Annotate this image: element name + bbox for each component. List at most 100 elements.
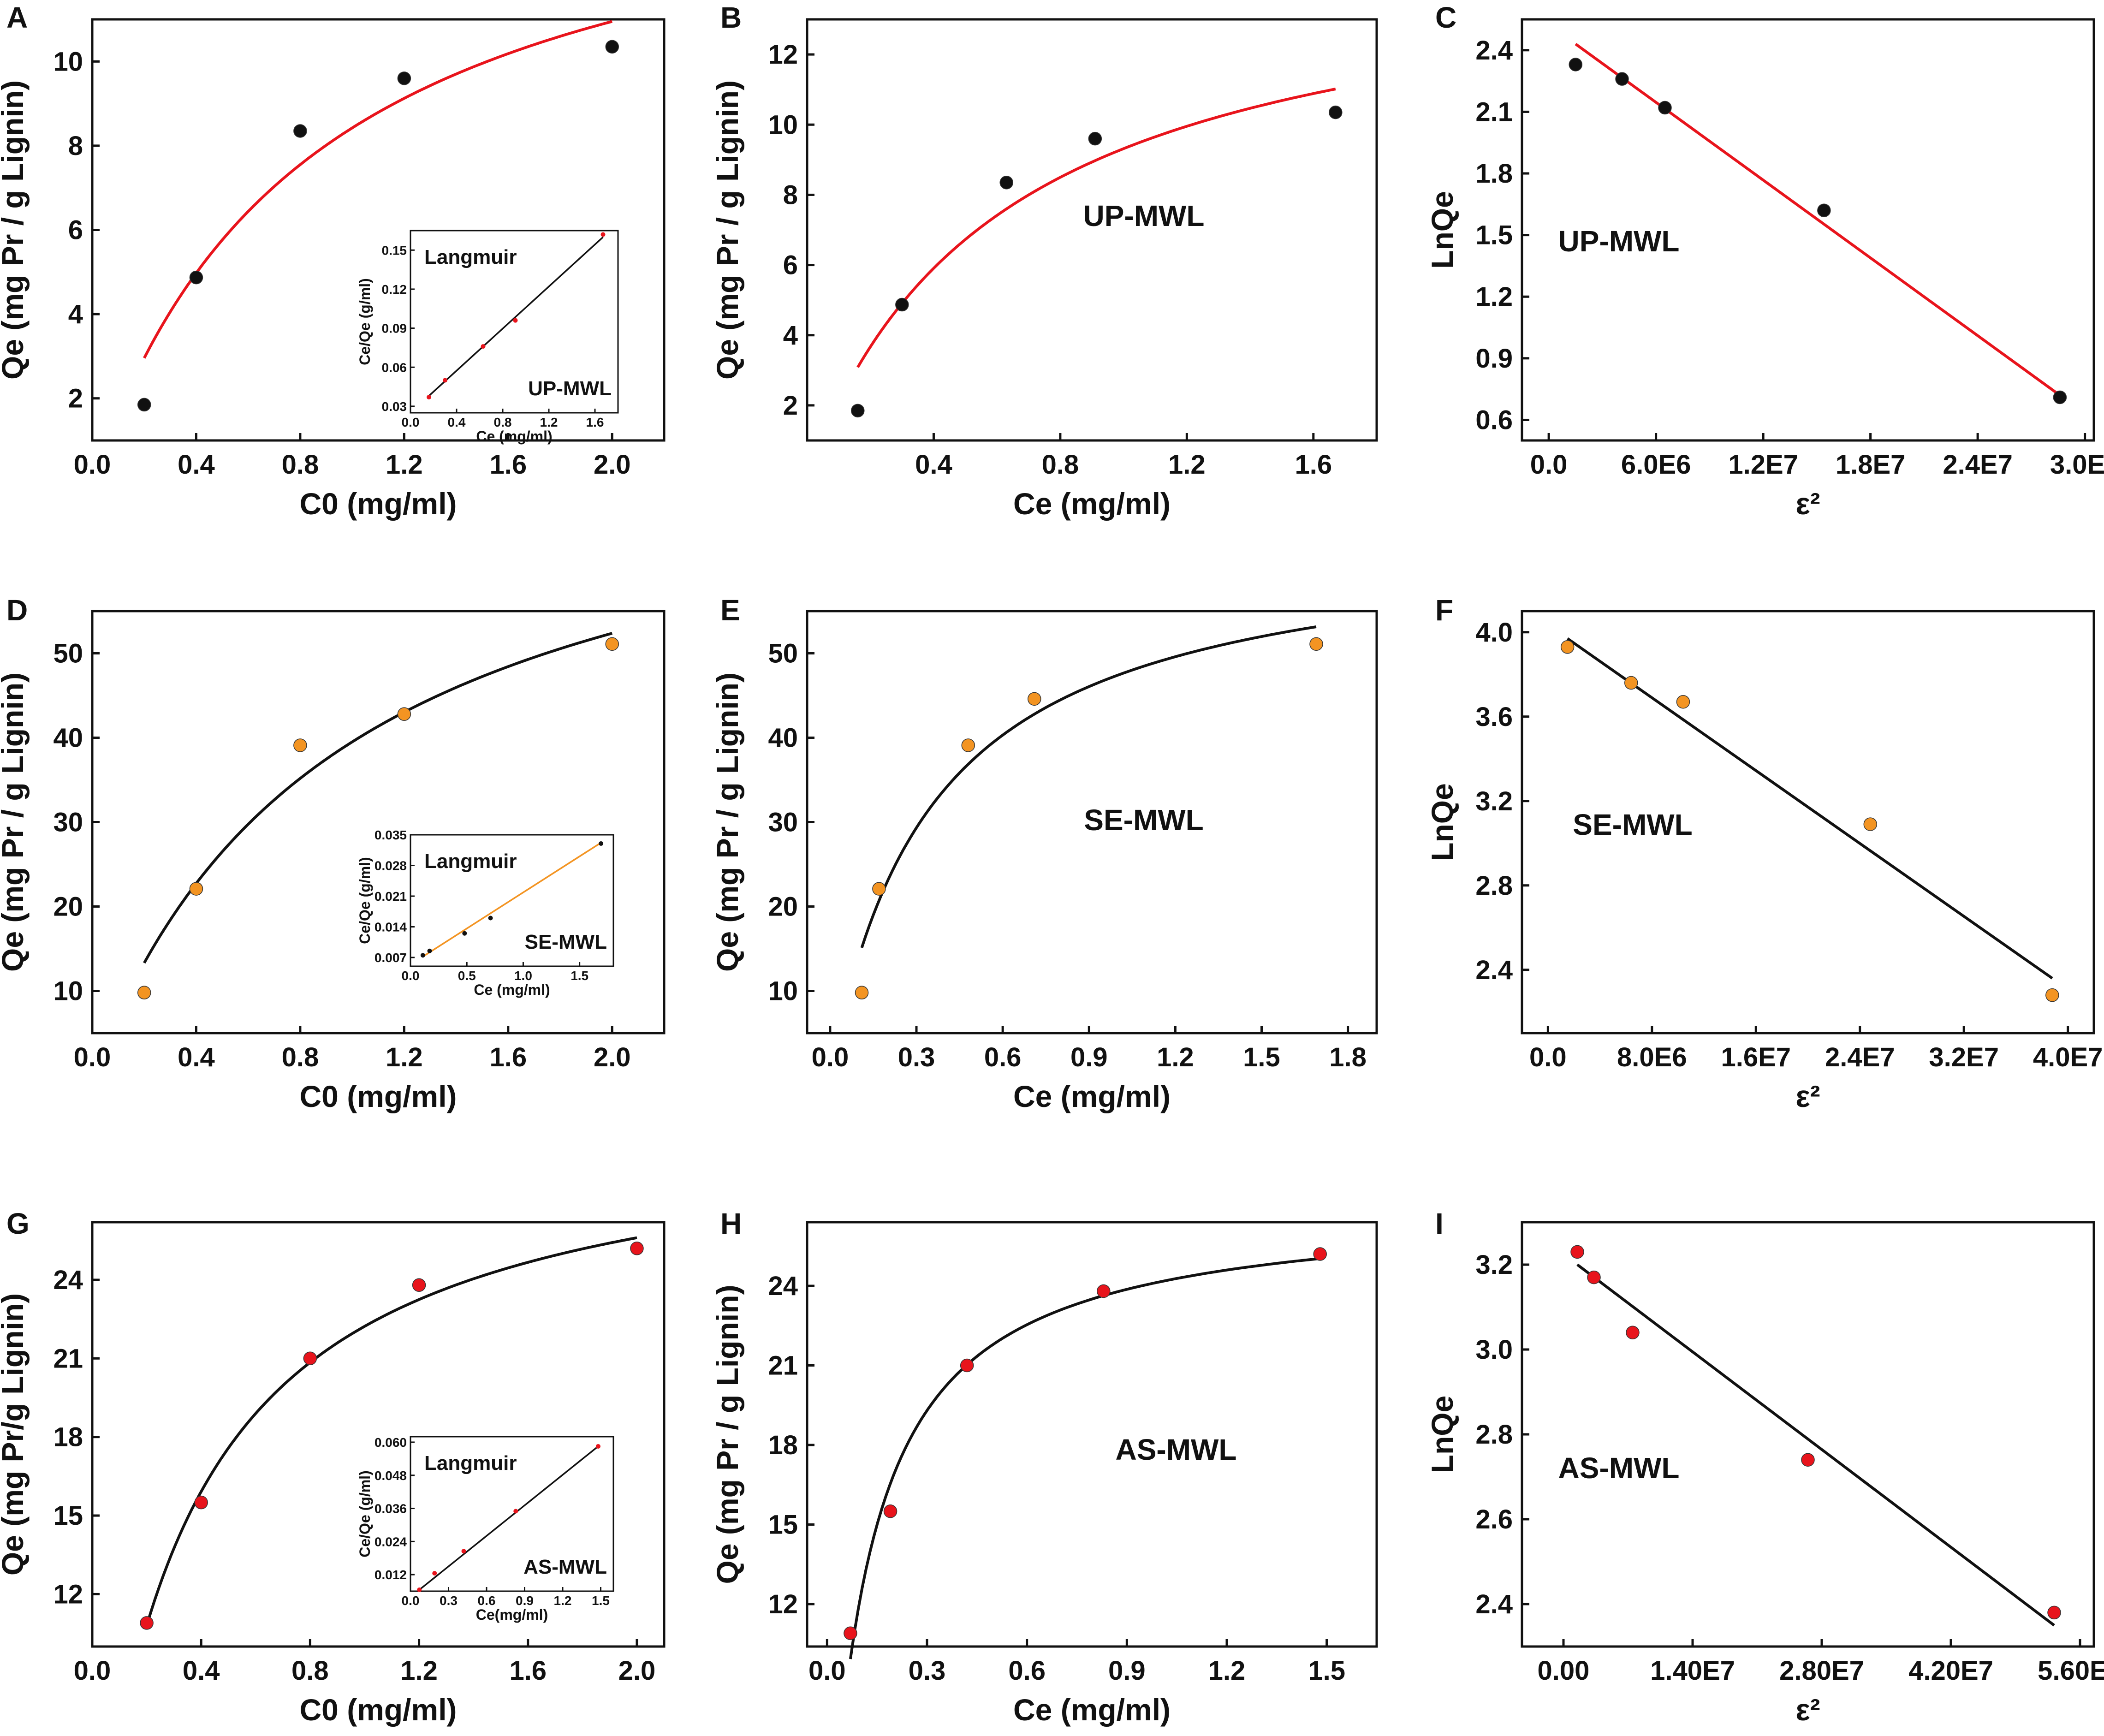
data-point — [1817, 203, 1831, 217]
axis-xtick-label: 1.2 — [400, 1656, 438, 1686]
y-axis-title: Qe (mg Pr / g Lignin) — [710, 1285, 744, 1584]
inset-axis-xtick-label: 1.6 — [586, 415, 604, 429]
inset-x-axis-title: Ce(mg/ml) — [476, 1606, 548, 1623]
inset-axis-xtick-label: 1.5 — [592, 1593, 610, 1608]
inset-langmuir-plot: 0.0 0.4 0.8 1.2 1.6 0.03 0.06 0.09 0.12 0.15 Langm… — [357, 230, 619, 445]
sample-label: AS-MWL — [1558, 1451, 1679, 1485]
axis-ytick-label: 4 — [68, 299, 83, 329]
axis-xtick-label: 3.2E7 — [1929, 1042, 1999, 1072]
axis-ytick-label: 3.2 — [1475, 786, 1513, 816]
axis-ytick-label: 40 — [53, 723, 83, 753]
axis-xtick-label: 0.3 — [898, 1042, 935, 1072]
data-point — [1097, 1284, 1111, 1298]
axis-ytick-label: 6 — [783, 250, 798, 280]
inset-axis-ytick-label: 0.15 — [382, 243, 407, 257]
inset-fit-line — [419, 1445, 599, 1591]
inset-axis-ytick-label: 0.03 — [382, 399, 407, 414]
chart-panel-g: G 0.0 0.4 0.8 1.2 1.6 2.0 12 15 18 21 24 C0 (mg/ml) Q… — [0, 1207, 666, 1727]
data-point — [2047, 1605, 2061, 1620]
axis-ytick-label: 18 — [768, 1430, 798, 1460]
chart-panel-c: C 0.0 6.0E6 1.2E7 1.8E7 2.4E7 3.0E7 0.6 0.9 1.2 1.… — [1425, 1, 2104, 521]
data-point — [605, 637, 619, 651]
x-axis-title: Ce (mg/ml) — [1013, 487, 1171, 521]
axis-xtick-label: 2.0 — [594, 450, 631, 480]
data-point — [1309, 637, 1323, 651]
sample-label: AS-MWL — [1115, 1433, 1236, 1466]
axis-ytick-label: 2.1 — [1475, 97, 1513, 127]
panel-letter: F — [1435, 594, 1453, 627]
chart-panel-f: F 0.0 8.0E6 1.6E7 2.4E7 3.2E7 4.0E7 2.4 2.8 3.2 3.… — [1425, 594, 2103, 1113]
axis-xtick-label: 1.5 — [1243, 1042, 1280, 1072]
axis-ytick-label: 10 — [53, 47, 83, 77]
x-axis-title: C0 (mg/ml) — [299, 487, 457, 521]
axis-ytick-label: 21 — [768, 1351, 798, 1381]
fit-curve — [145, 1236, 637, 1626]
axis-xtick-label: 0.4 — [915, 450, 952, 480]
axis-xtick-label: 0.4 — [178, 1042, 215, 1072]
axis-ytick-label: 20 — [768, 892, 798, 922]
inset-axis-ytick-label: 0.06 — [382, 360, 407, 375]
inset-axis-xtick-label: 1.2 — [554, 1593, 572, 1608]
axis-ytick-label: 0.6 — [1475, 405, 1513, 435]
data-point — [412, 1278, 426, 1292]
axis-ytick-label: 2 — [68, 384, 83, 414]
axis-xtick-label: 0.8 — [291, 1656, 329, 1686]
data-point — [2053, 390, 2067, 404]
axis-ytick-label: 50 — [53, 639, 83, 669]
data-point — [1615, 72, 1629, 86]
inset-background — [410, 1437, 613, 1591]
fit-line — [1575, 43, 2061, 397]
fit-curve — [849, 1257, 1320, 1659]
axis-frame — [1521, 18, 2095, 442]
axis-xtick-label: 0.4 — [178, 450, 215, 480]
axis-xtick-label: 0.0 — [74, 1656, 111, 1686]
data-point — [1624, 676, 1638, 690]
axis-xtick-label: 1.40E7 — [1650, 1656, 1735, 1686]
inset-axis-ytick-label: 0.024 — [374, 1534, 407, 1549]
x-axis-title: ε² — [1795, 1693, 1820, 1727]
axis-xtick-label: 4.20E7 — [1908, 1656, 1993, 1686]
inset-sample-label: UP-MWL — [528, 377, 612, 400]
x-axis-title: C0 (mg/ml) — [299, 1693, 457, 1727]
axis-xtick-label: 0.0 — [74, 1042, 111, 1072]
data-point — [1676, 695, 1690, 709]
panel-letter: H — [720, 1207, 742, 1240]
inset-title: Langmuir — [424, 850, 517, 873]
panel-letter: E — [720, 594, 740, 627]
axis-xtick-label: 1.8 — [1329, 1042, 1367, 1072]
inset-axis-xtick-label: 0.0 — [402, 415, 420, 429]
fit-curve — [143, 632, 613, 964]
sample-label: UP-MWL — [1083, 199, 1204, 232]
axis-xtick-label: 1.6E7 — [1721, 1042, 1791, 1072]
inset-langmuir-plot: 0.0 0.3 0.6 0.9 1.2 1.5 0.012 0.024 0.036 0.048 0.… — [357, 1435, 614, 1623]
data-point — [872, 882, 886, 896]
axis-ytick-label: 12 — [53, 1579, 83, 1609]
inset-x-axis-title: Ce (mg/ml) — [474, 981, 550, 998]
axis-xtick-label: 2.0 — [618, 1656, 656, 1686]
data-point — [303, 1351, 317, 1366]
axis-ytick-label: 8 — [783, 180, 798, 210]
inset-fit-line — [422, 842, 602, 957]
chart-panel-h: H 0.0 0.3 0.6 0.9 1.2 1.5 12 15 18 21 24 Ce (mg/ml) Q… — [710, 1207, 1378, 1727]
axis-xtick-label: 2.4E7 — [1825, 1042, 1895, 1072]
inset-langmuir-plot: 0.0 0.5 1.0 1.5 0.007 0.014 0.021 0.028 0.035 Lan… — [357, 828, 614, 998]
axis-ytick-label: 1.5 — [1475, 220, 1513, 250]
axis-xtick-label: 1.6 — [489, 1042, 527, 1072]
axis-ytick-label: 24 — [53, 1265, 83, 1295]
axis-xtick-label: 6.0E6 — [1621, 450, 1691, 480]
fit-curve — [860, 625, 1317, 948]
data-point — [961, 738, 975, 752]
panel-letter: A — [6, 1, 28, 34]
data-point — [1658, 101, 1672, 115]
inset-axis-ytick-label: 0.035 — [374, 828, 407, 842]
axis-xtick-label: 0.9 — [1108, 1656, 1146, 1686]
axis-ytick-label: 2.8 — [1475, 871, 1513, 901]
data-point — [883, 1504, 897, 1518]
inset-data-point — [427, 395, 431, 400]
data-point — [189, 882, 203, 896]
sample-label: UP-MWL — [1558, 225, 1679, 258]
axis-xtick-label: 2.4E7 — [1943, 450, 2013, 480]
inset-data-point — [427, 948, 432, 953]
inset-sample-label: SE-MWL — [525, 931, 607, 953]
axis-frame — [1521, 610, 2095, 1034]
